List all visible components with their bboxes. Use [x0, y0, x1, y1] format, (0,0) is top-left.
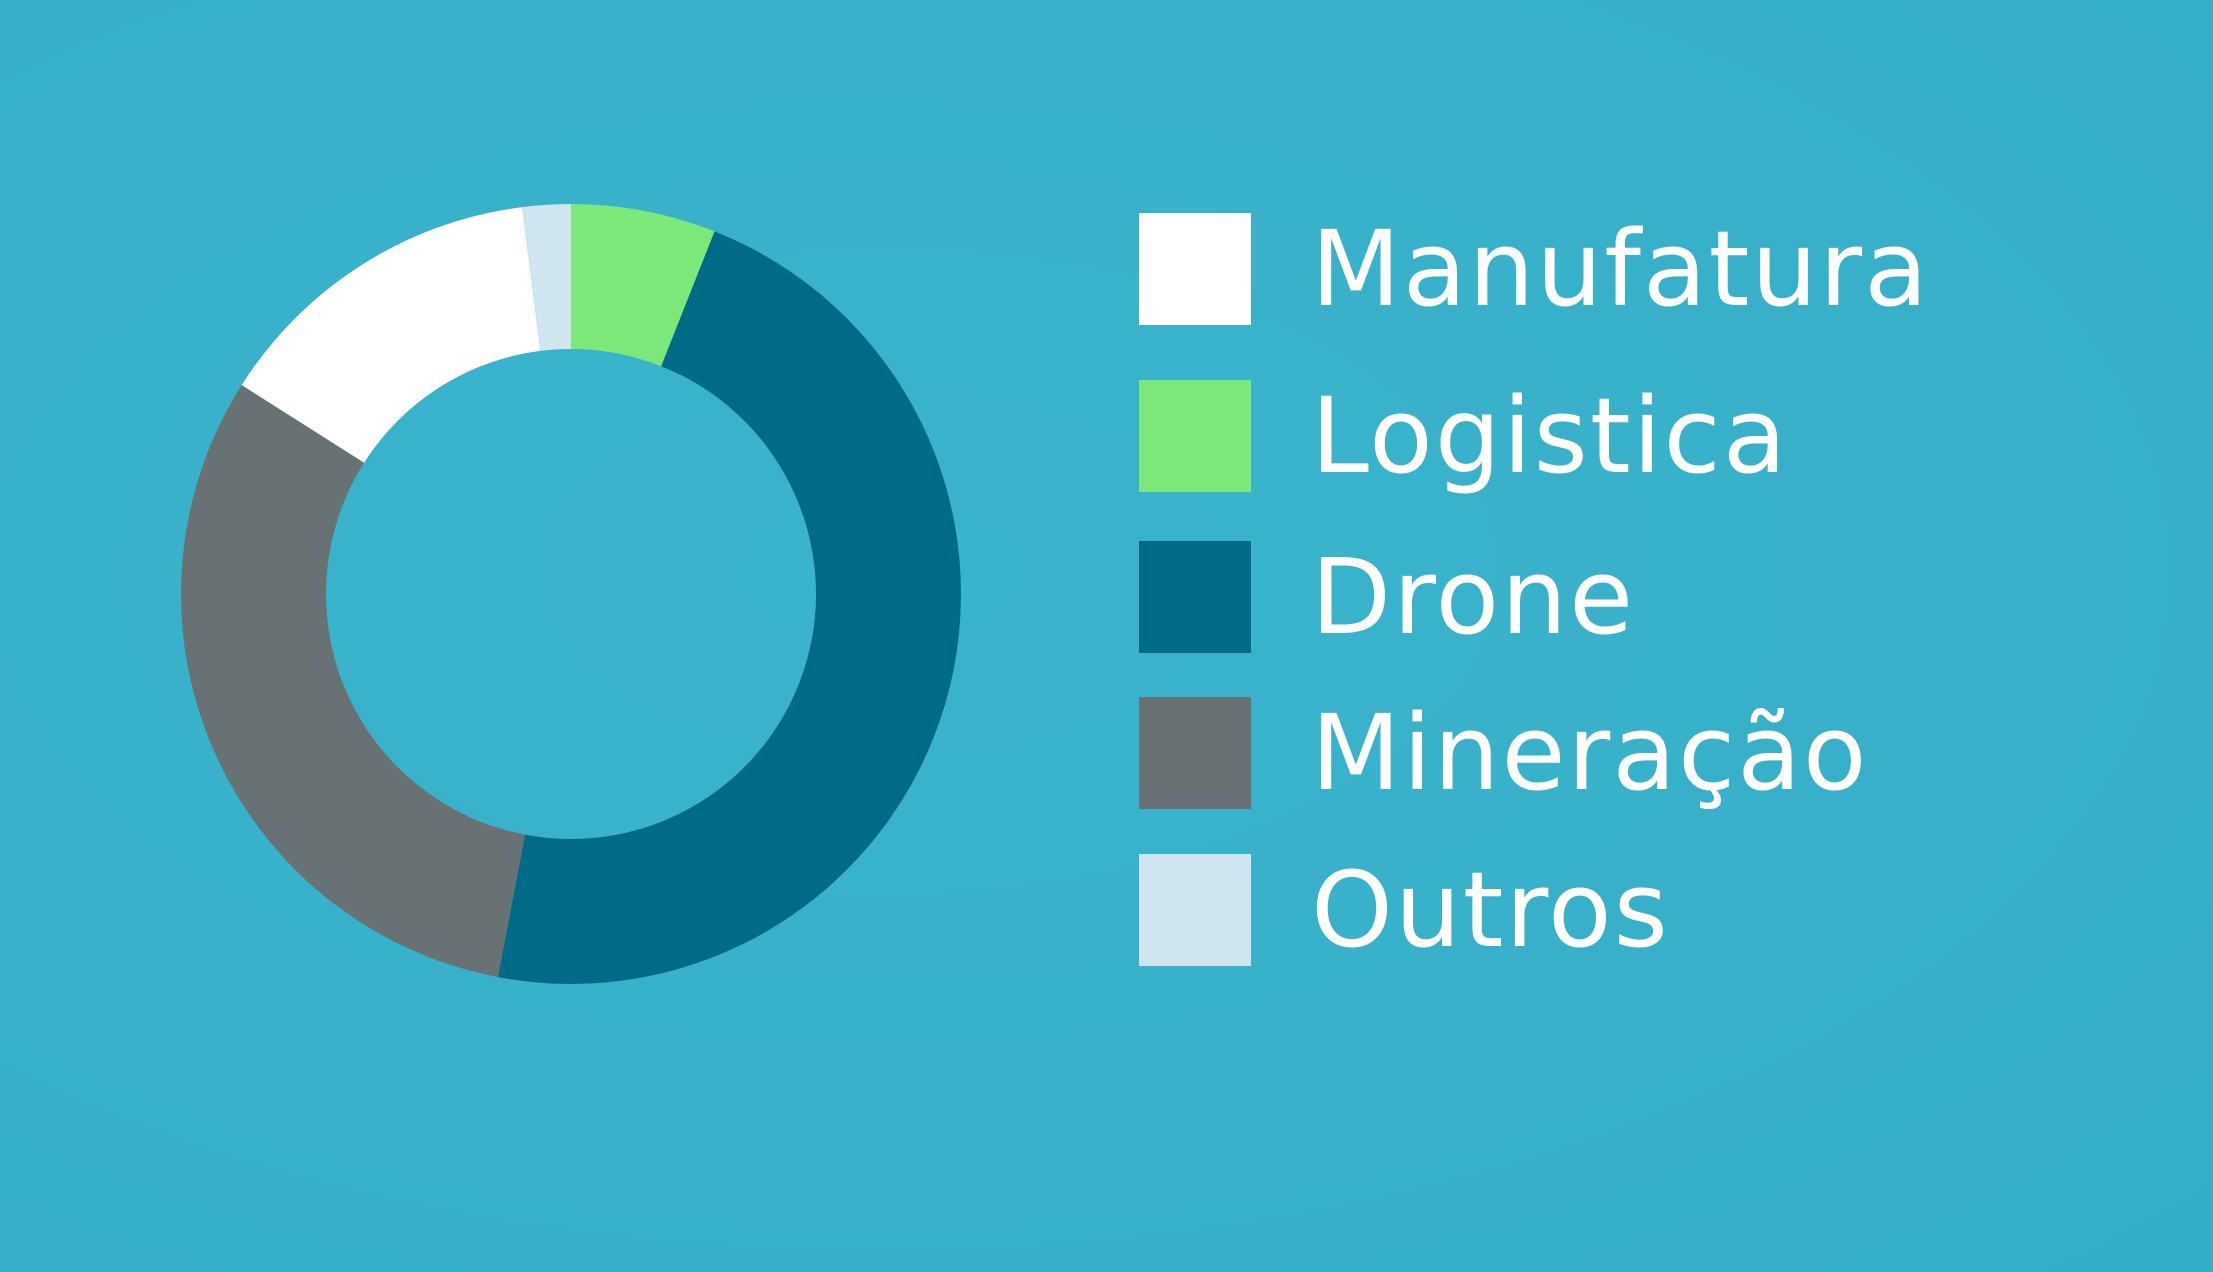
legend-swatch-mineracao [1139, 697, 1251, 809]
legend-item-manufatura: Manufatura [1139, 213, 1930, 325]
chart-legend: Manufatura Logistica Drone Mineração Out… [1139, 0, 2199, 1272]
legend-swatch-manufatura [1139, 213, 1251, 325]
legend-label-drone: Drone [1311, 536, 1636, 658]
legend-item-mineracao: Mineração [1139, 697, 1869, 809]
donut-slice-drone [497, 231, 962, 985]
donut-slice-manufatura [241, 207, 541, 463]
legend-label-outros: Outros [1311, 849, 1670, 971]
legend-item-outros: Outros [1139, 854, 1670, 966]
donut-chart [180, 204, 962, 985]
donut-slice-mineracao [180, 385, 526, 978]
legend-item-logistica: Logistica [1139, 380, 1788, 492]
legend-swatch-logistica [1139, 380, 1251, 492]
donut-slice-logistica [571, 204, 715, 367]
legend-swatch-drone [1139, 541, 1251, 653]
legend-label-mineracao: Mineração [1311, 692, 1869, 814]
legend-item-drone: Drone [1139, 541, 1635, 653]
legend-label-manufatura: Manufatura [1311, 208, 1930, 330]
legend-label-logistica: Logistica [1311, 375, 1789, 497]
donut-slice-outros [522, 204, 571, 351]
legend-swatch-outros [1139, 854, 1251, 966]
